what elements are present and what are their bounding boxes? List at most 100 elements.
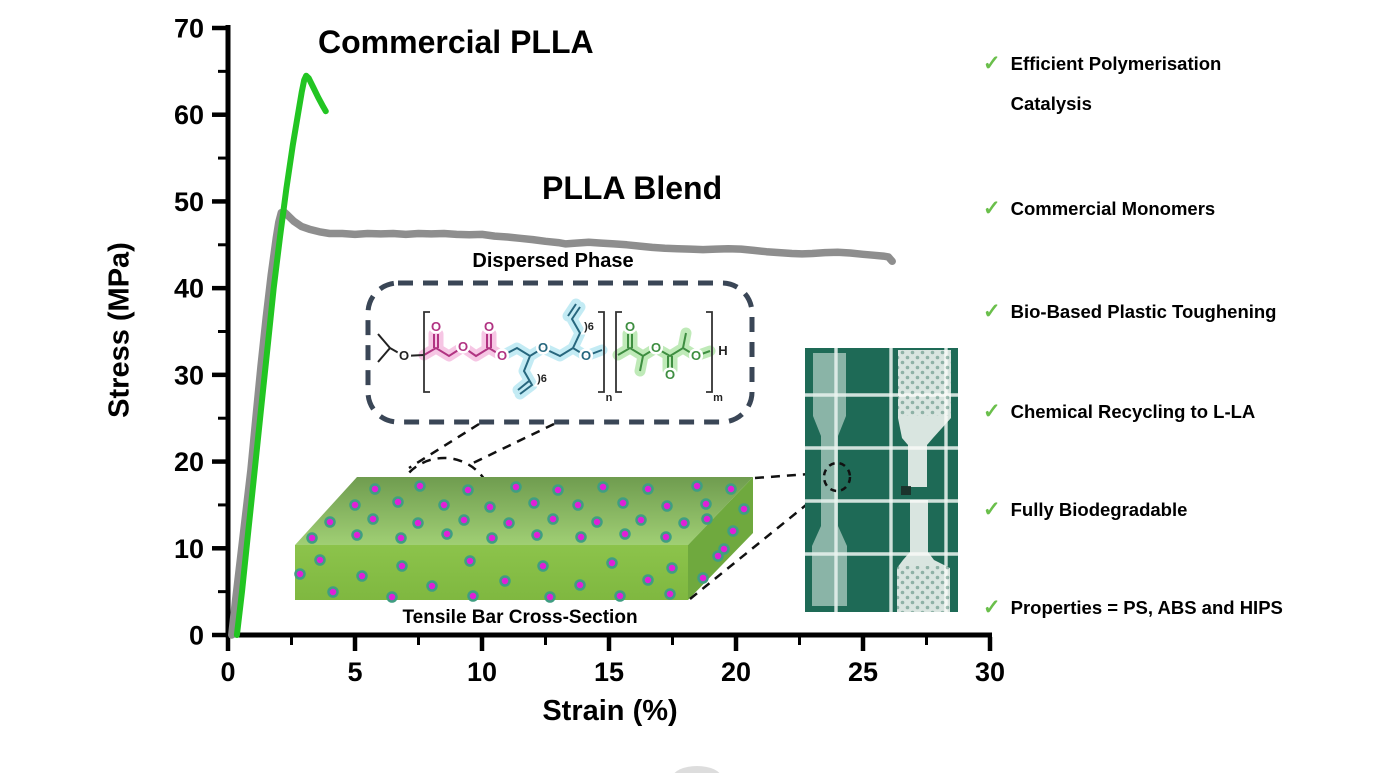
- dispersed-phase-inset: O O O O O O O O O O O H )6 )6 n m: [365, 280, 755, 425]
- dispersed-phase-dot: [642, 574, 654, 586]
- dispersed-phase-dot: [386, 591, 398, 603]
- y-tick-label: 20: [174, 447, 204, 477]
- check-icon: ✓: [983, 400, 1001, 423]
- dispersed-phase-dot: [597, 481, 609, 493]
- oxygen-label: O: [625, 319, 635, 334]
- connector-line: [468, 422, 555, 467]
- checklist-item-label: Fully Biodegradable: [1010, 499, 1188, 520]
- y-axis-title: Stress (MPa): [103, 242, 136, 418]
- oxygen-label: O: [399, 348, 409, 363]
- dispersed-phase-dot: [617, 497, 629, 509]
- repeat-n-subscript: n: [606, 392, 613, 404]
- dispersed-phase-dot: [661, 500, 673, 512]
- dispersed-phase-dot: [718, 543, 730, 555]
- oxygen-label: O: [497, 348, 507, 363]
- chain-repeat-subscript: )6: [584, 321, 594, 333]
- dispersed-phase-dot: [438, 499, 450, 511]
- dispersed-phase-dot: [356, 570, 368, 582]
- dispersed-phase-dots: [294, 480, 750, 603]
- y-tick-label: 40: [174, 274, 204, 304]
- dispersed-phase-dot: [547, 513, 559, 525]
- check-icon: ✓: [983, 596, 1001, 619]
- dispersed-phase-dot: [727, 525, 739, 537]
- stress-strain-curves: [228, 72, 896, 639]
- checklist-item: ✓ Commercial Monomers: [983, 189, 1215, 229]
- dispersed-phase-dot: [426, 580, 438, 592]
- commercial-plla-curve: [233, 72, 329, 638]
- dispersed-phase-dot: [503, 517, 515, 529]
- oxygen-label: O: [651, 340, 661, 355]
- dispersed-phase-dot: [499, 575, 511, 587]
- check-icon: ✓: [983, 52, 1001, 75]
- block-top-face: [295, 477, 753, 545]
- oxygen-label: O: [665, 367, 675, 382]
- checklist-item: ✓ Chemical Recycling to L-LA: [983, 392, 1255, 432]
- zoom-circle-on-photo: [822, 461, 852, 493]
- dispersed-phase-dot: [395, 532, 407, 544]
- dispersed-phase-dot: [738, 503, 750, 515]
- dispersed-phase-dot: [306, 532, 318, 544]
- inset-dashed-border: [365, 280, 755, 425]
- oxygen-label: O: [431, 319, 441, 334]
- dispersed-phase-dot: [701, 513, 713, 525]
- x-tick-label: 5: [347, 657, 362, 687]
- bottom-edge-logo-fragment: [674, 766, 720, 773]
- dispersed-phase-dot: [528, 497, 540, 509]
- dispersed-phase-dot: [327, 586, 339, 598]
- oxygen-label: O: [458, 339, 468, 354]
- x-tick-label: 20: [721, 657, 751, 687]
- bracket-close-n: [598, 311, 605, 393]
- block-caption: Tensile Bar Cross-Section: [402, 607, 638, 628]
- x-tick-label: 25: [848, 657, 878, 687]
- checklist-item-label: Chemical Recycling to L-LA: [1010, 401, 1256, 422]
- x-tick-label: 10: [467, 657, 497, 687]
- bracket-open-n: [423, 311, 430, 393]
- dispersed-phase-dot: [467, 590, 479, 602]
- oxygen-label: O: [538, 340, 548, 355]
- check-icon: ✓: [983, 498, 1001, 521]
- dispersed-phase-dot: [572, 499, 584, 511]
- dispersed-phase-dot: [537, 560, 549, 572]
- tensile-bar-photo: [805, 348, 958, 612]
- x-axis-title: Strain (%): [542, 695, 678, 727]
- dispersed-phase-dot: [392, 496, 404, 508]
- oxygen-label: O: [691, 348, 701, 363]
- plot-axes: 0 10 20 30 40 50 60 70 0 5 10 15 20 25 30: [174, 14, 1005, 688]
- dispersed-phase-dot: [324, 516, 336, 528]
- y-tick-label: 10: [174, 534, 204, 564]
- pink-segment-bonds: [423, 334, 503, 358]
- x-tick-label: 15: [594, 657, 624, 687]
- checklist-item: ✓ Efficient Polymerisation Catalysis: [983, 44, 1276, 124]
- dispersed-phase-dot: [642, 483, 654, 495]
- dispersed-phase-dot: [666, 562, 678, 574]
- dispersed-phase-dot: [367, 513, 379, 525]
- dispersed-phase-dot: [691, 480, 703, 492]
- block-right-face: [688, 477, 753, 600]
- dispersed-phase-dot: [619, 528, 631, 540]
- dispersed-phase-dot: [664, 588, 676, 600]
- dispersed-phase-dot: [544, 591, 556, 603]
- dispersed-phase-dot: [635, 514, 647, 526]
- dispersed-phase-dot: [414, 480, 426, 492]
- y-tick-label: 0: [189, 621, 204, 651]
- dispersed-phase-dot: [697, 572, 709, 584]
- dispersed-phase-dot: [614, 590, 626, 602]
- dispersed-phase-dot: [725, 483, 737, 495]
- dispersed-phase-dot: [552, 484, 564, 496]
- broken-tensile-bar: [897, 350, 951, 612]
- dispersed-phase-dot: [606, 557, 618, 569]
- checklist-item-label: Efficient Polymerisation Catalysis: [1010, 53, 1222, 114]
- oxygen-label: O: [581, 348, 591, 363]
- checklist-item-label: Commercial Monomers: [1010, 198, 1216, 219]
- y-tick-label: 50: [174, 187, 204, 217]
- checklist-item-label: Properties = PS, ABS and HIPS: [1010, 597, 1283, 618]
- dispersed-phase-dot: [700, 498, 712, 510]
- dispersed-phase-dot: [351, 529, 363, 541]
- dispersed-phase-dot: [660, 531, 672, 543]
- cyan-segment-bonds: [501, 303, 603, 395]
- dispersed-phase-dot: [574, 579, 586, 591]
- dispersed-phase-dot: [484, 501, 496, 513]
- x-tick-label: 0: [220, 657, 235, 687]
